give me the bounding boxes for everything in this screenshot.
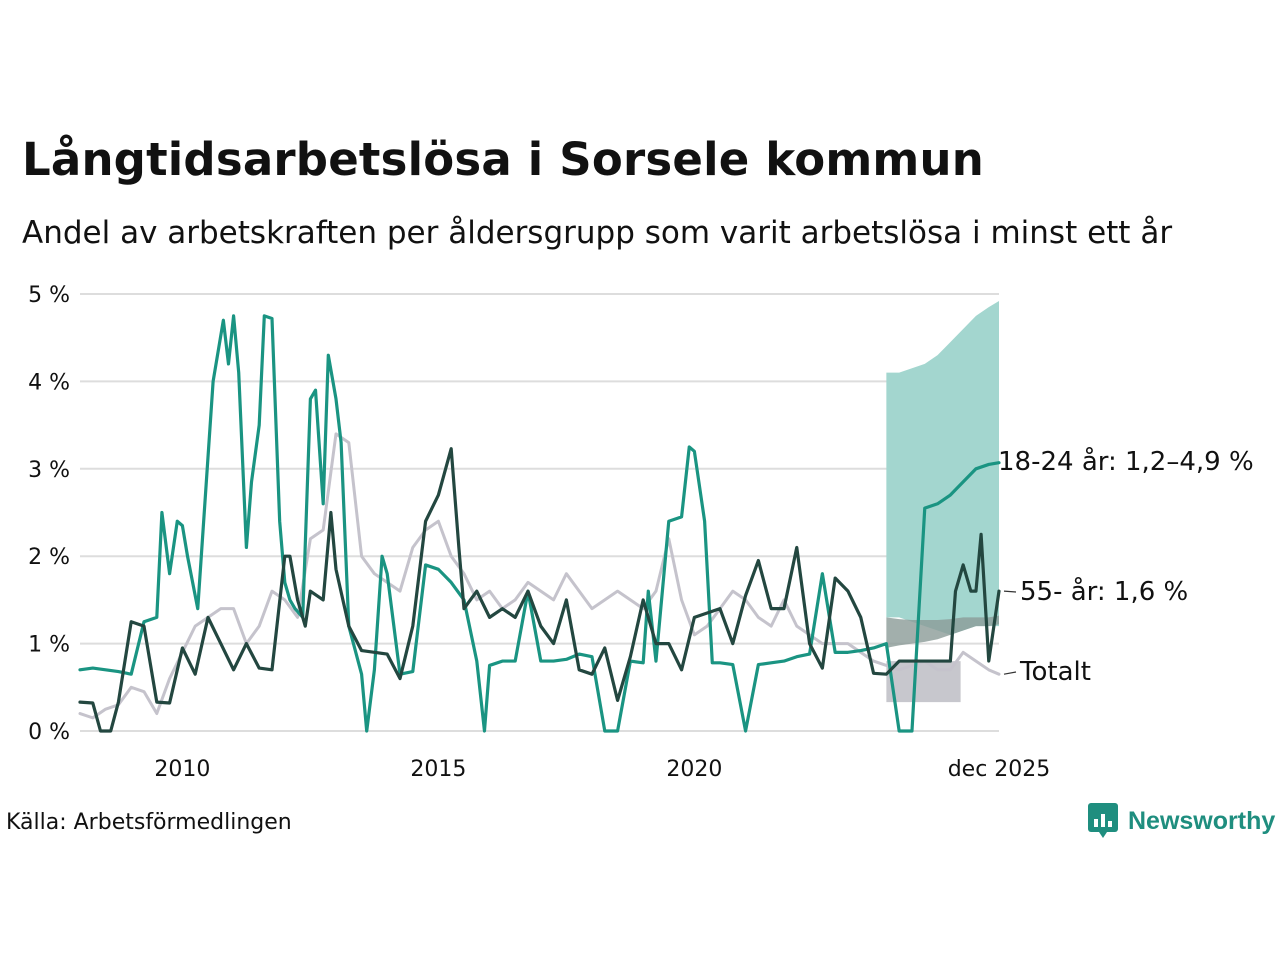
forecast-band-youth <box>886 300 999 635</box>
chart-title: Långtidsarbetslösa i Sorsele kommun <box>22 133 984 186</box>
end-label-leader <box>1003 671 1017 675</box>
end-label-total: Totalt <box>1019 657 1091 687</box>
y-tick-label: 5 % <box>28 283 70 308</box>
end-label-senior: 55- år: 1,6 % <box>1020 576 1188 607</box>
forecast-bands <box>886 300 999 703</box>
x-axis-ticks: 2010 2015 2020 dec 2025 <box>154 757 1050 782</box>
forecast-band-senior <box>886 615 999 648</box>
x-tick-label: 2020 <box>666 757 722 782</box>
y-tick-label: 2 % <box>28 545 70 570</box>
brand-name: Newsworthy <box>1128 806 1276 835</box>
y-tick-label: 3 % <box>28 458 70 483</box>
y-tick-label: 0 % <box>28 720 70 745</box>
line-chart: 0 %1 %2 %3 %4 %5 % 2010 2015 2020 dec 2025 … <box>28 283 1254 782</box>
end-label-youth: 18-24 år: 1,2–4,9 % <box>998 446 1254 477</box>
source-note: Källa: Arbetsförmedlingen <box>6 810 292 835</box>
brand-logo: Newsworthy <box>1088 803 1275 839</box>
end-labels: Totalt 18-24 år: 1,2–4,9 % 55- år: 1,6 % <box>998 446 1254 687</box>
series-line-total <box>78 432 1001 720</box>
series-line-youth <box>78 314 1001 733</box>
y-axis-ticks: 0 % 1 % 2 % 3 % 4 % 5 % <box>28 283 70 745</box>
y-tick-label: 1 % <box>28 633 70 658</box>
x-tick-label: 2015 <box>410 757 466 782</box>
newsworthy-logo-icon <box>1088 803 1118 838</box>
x-tick-label: dec 2025 <box>948 757 1051 782</box>
series-lines <box>78 314 1001 733</box>
forecast-band-total <box>886 661 961 703</box>
chart-subtitle: Andel av arbetskraften per åldersgrupp s… <box>22 215 1173 251</box>
y-tick-label: 4 % <box>28 370 70 395</box>
series-line-senior <box>78 447 1001 733</box>
grid-lines <box>80 293 999 732</box>
x-tick-label: 2010 <box>154 757 210 782</box>
end-label-leader <box>1003 590 1017 593</box>
